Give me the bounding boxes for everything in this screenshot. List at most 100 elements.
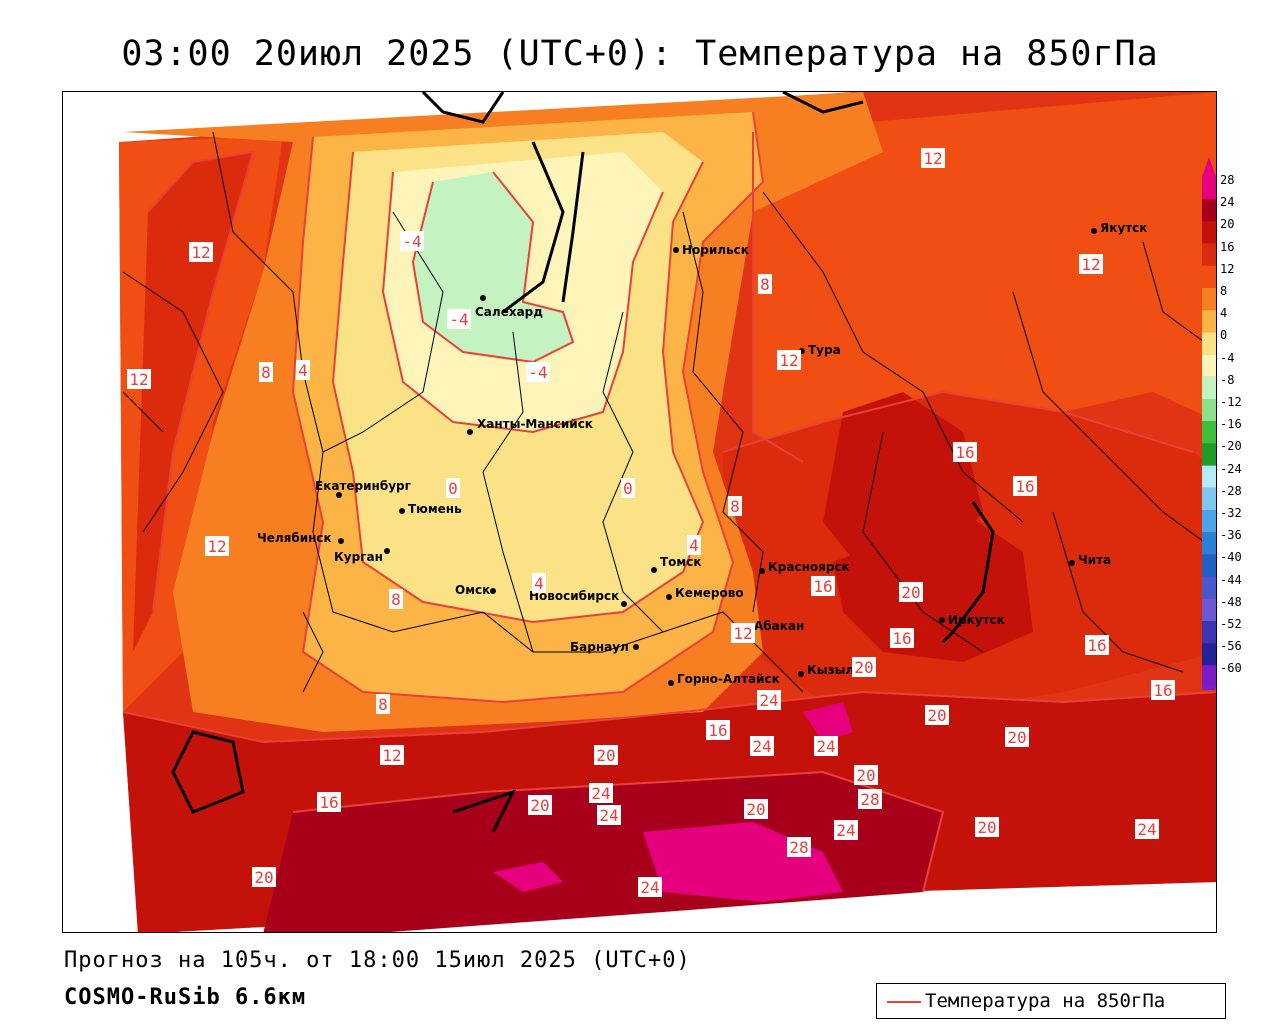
colorbar-cell [1202, 421, 1216, 444]
isotherm-label-bg [526, 362, 550, 382]
colorbar-label: 0 [1220, 328, 1228, 343]
isotherm-label-bg [750, 736, 774, 756]
colorbar-cell [1202, 510, 1216, 533]
city-omsk[interactable]: Омск [455, 583, 496, 597]
colorbar-cell [1202, 532, 1216, 555]
isotherm-label: 20 [856, 766, 875, 785]
isotherm-label-bg [1005, 727, 1029, 747]
isotherm-label: 12 [191, 243, 210, 262]
colorbar [1202, 157, 1216, 690]
colorbar-cell [1202, 288, 1216, 311]
isotherm-label: 4 [298, 361, 308, 380]
colorbar-cell [1202, 643, 1216, 666]
isotherm-label-bg [317, 792, 341, 812]
colorbar-cell [1202, 399, 1216, 422]
isotherm-label-bg [205, 536, 229, 556]
colorbar-label: 8 [1220, 284, 1228, 298]
isotherm-label-bg [687, 535, 701, 555]
isotherm-label-bg [446, 478, 460, 498]
city-gorno-altaysk[interactable]: Горно-Алтайск [668, 672, 780, 686]
isotherm-label: 16 [892, 629, 911, 648]
city-novosibirsk[interactable]: Новосибирск [529, 589, 627, 607]
colorbar-cell [1202, 332, 1216, 355]
isotherm-label: 12 [382, 746, 401, 765]
isotherm-label: 4 [689, 536, 699, 555]
isotherm-label-bg [376, 694, 390, 714]
temperature-map: Норильск Якутск Салехард Тура Ханты-Манс… [62, 91, 1217, 933]
isotherm-label-bg [834, 820, 858, 840]
isotherm-label: 0 [623, 479, 633, 498]
isotherm-label: 16 [813, 577, 832, 596]
isotherm-label-bg [858, 789, 882, 809]
city-irkutsk[interactable]: Иркутск [939, 613, 1005, 627]
colorbar-cell [1202, 443, 1216, 466]
isotherm-label-bg [814, 736, 838, 756]
svg-text:Томск: Томск [660, 555, 702, 569]
colorbar-top-arrow [1202, 157, 1216, 177]
colorbar-label: -36 [1220, 528, 1242, 543]
colorbar-cell [1202, 465, 1216, 488]
isotherm-label: 24 [1137, 820, 1156, 839]
isotherm-label-bg [921, 148, 945, 168]
temperature-field: Норильск Якутск Салехард Тура Ханты-Манс… [119, 92, 1216, 932]
svg-text:Салехард: Салехард [475, 305, 543, 319]
isotherm-label: 20 [927, 706, 946, 725]
svg-text:Кемерово: Кемерово [675, 586, 744, 600]
map-title: 03:00 20июл 2025 (UTC+0): Температура на… [121, 34, 1159, 74]
city-salekhard[interactable]: Салехард [475, 295, 543, 319]
isotherm-label-bg [1079, 254, 1103, 274]
isotherm-label: 28 [789, 838, 808, 857]
colorbar-cell [1202, 665, 1216, 688]
svg-text:Абакан: Абакан [754, 619, 804, 633]
colorbar-cell [1202, 576, 1216, 599]
isotherm-label-bg [380, 745, 404, 765]
isotherm-label-bg [925, 705, 949, 725]
isotherm-label: -4 [449, 310, 468, 329]
line-key: Температура на 850гПа [876, 983, 1226, 1019]
city-tomsk[interactable]: Томск [651, 555, 702, 573]
isotherm-label: 16 [1087, 636, 1106, 655]
colorbar-label: 20 [1220, 217, 1235, 232]
city-chita[interactable]: Чита [1069, 553, 1111, 567]
isotherm-label: 0 [448, 479, 458, 498]
city-yakutsk[interactable]: Якутск [1091, 221, 1147, 235]
isotherm-label-bg [638, 877, 662, 897]
isotherm-label-bg [899, 582, 923, 602]
svg-text:Горно-Алтайск: Горно-Алтайск [677, 672, 780, 686]
isotherm-label-bg [953, 442, 977, 462]
city-tyumen[interactable]: Тюмень [399, 502, 462, 516]
isotherm-label-bg [758, 274, 772, 294]
isotherm-label-bg [296, 360, 310, 380]
isotherm-label: 20 [901, 583, 920, 602]
isotherm-label-bg [447, 309, 471, 329]
isotherm-label: 24 [640, 878, 659, 897]
model-info: COSMO-RuSib 6.6км [64, 985, 307, 1010]
city-kyzyl[interactable]: Кызыл [798, 663, 854, 677]
isotherm-label: 16 [955, 443, 974, 462]
forecast-info: Прогноз на 105ч. от 18:00 15июл 2025 (UT… [64, 948, 691, 973]
city-yekaterinburg[interactable]: Екатеринбург [315, 479, 411, 498]
colorbar-cell [1202, 177, 1216, 200]
colorbar-label: 16 [1220, 239, 1235, 254]
isotherm-label-bg [852, 657, 876, 677]
colorbar-cell [1202, 376, 1216, 399]
city-khanty-mansiysk[interactable]: Ханты-Мансийск [467, 417, 593, 435]
city-barnaul[interactable]: Барнаул [570, 640, 639, 654]
svg-text:Ханты-Мансийск: Ханты-Мансийск [477, 417, 593, 431]
city-chelyabinsk[interactable]: Челябинск [257, 531, 344, 545]
isotherm-label-bg [731, 623, 755, 643]
coastlines [171, 92, 995, 833]
colorbar-label: -12 [1220, 395, 1242, 409]
city-kemerovo[interactable]: Кемерово [666, 586, 744, 600]
city-kurgan[interactable]: Курган [334, 548, 390, 564]
isotherm-label: 20 [530, 796, 549, 815]
city-krasnoyarsk[interactable]: Красноярск [759, 560, 850, 574]
isotherm-label: 12 [779, 351, 798, 370]
isotherm-label: 24 [816, 737, 835, 756]
isotherm-label: 20 [254, 868, 273, 887]
colorbar-label: -20 [1220, 439, 1242, 454]
city-norilsk[interactable]: Норильск [673, 243, 749, 257]
isotherm-label-bg [1085, 635, 1109, 655]
colorbar-cell [1202, 487, 1216, 510]
isotherm-label: 20 [854, 658, 873, 677]
